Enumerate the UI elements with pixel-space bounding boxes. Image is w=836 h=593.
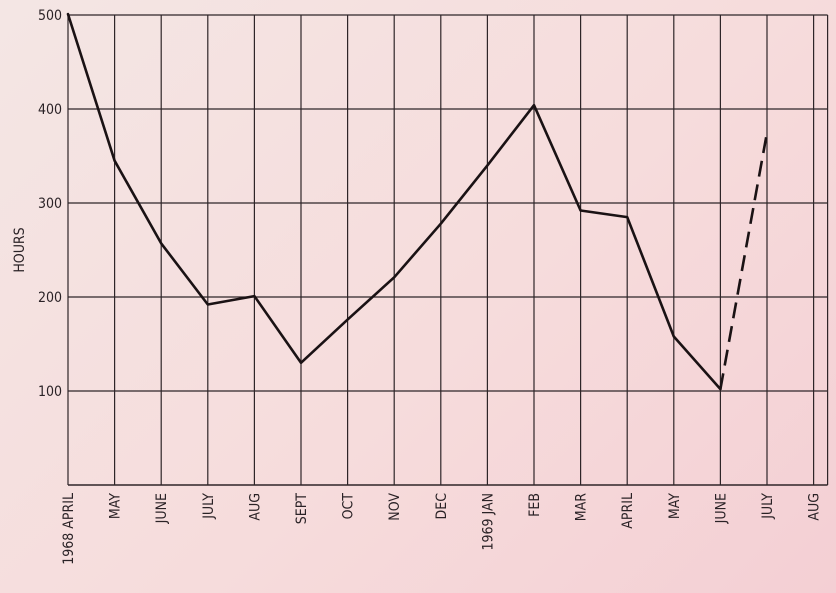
- y-tick-label: 500: [38, 8, 62, 24]
- x-tick-label: 1969 JAN: [480, 493, 496, 551]
- x-tick-label: JULY: [760, 493, 776, 520]
- y-axis-title: HOURS: [12, 227, 28, 272]
- y-tick-label: 300: [38, 196, 62, 212]
- series-line-dashed: [719, 132, 769, 390]
- y-tick-label: 200: [38, 290, 62, 306]
- x-tick-label: OCT: [341, 493, 357, 520]
- x-tick-label: FEB: [527, 493, 543, 517]
- y-tick-label: 400: [38, 102, 62, 118]
- x-tick-label: SEPT: [294, 493, 310, 525]
- x-tick-labels: 1968 APRIL MAY JUNE JULY AUG SEPT OCT NOV DEC 196…: [61, 493, 823, 565]
- x-tick-label: AUG: [247, 493, 263, 521]
- series-lines: [66, 12, 769, 391]
- x-tick-label: NOV: [387, 493, 403, 521]
- x-tick-label: DEC: [434, 493, 450, 520]
- x-tick-label: APRIL: [620, 493, 636, 529]
- series-line-solid: [66, 12, 722, 391]
- x-tick-label: AUG: [807, 493, 823, 521]
- x-tick-label: JUNE: [154, 493, 170, 524]
- y-tick-labels: 100 200 300 400 500: [38, 8, 62, 400]
- x-tick-label: 1968 APRIL: [61, 493, 77, 565]
- x-tick-label: JULY: [201, 493, 217, 520]
- x-tick-label: MAY: [667, 493, 683, 519]
- x-tick-label: MAY: [108, 493, 124, 519]
- x-tick-label: MAR: [574, 493, 590, 521]
- grid: [67, 14, 829, 486]
- x-tick-label: JUNE: [713, 493, 729, 524]
- y-tick-label: 100: [38, 384, 62, 400]
